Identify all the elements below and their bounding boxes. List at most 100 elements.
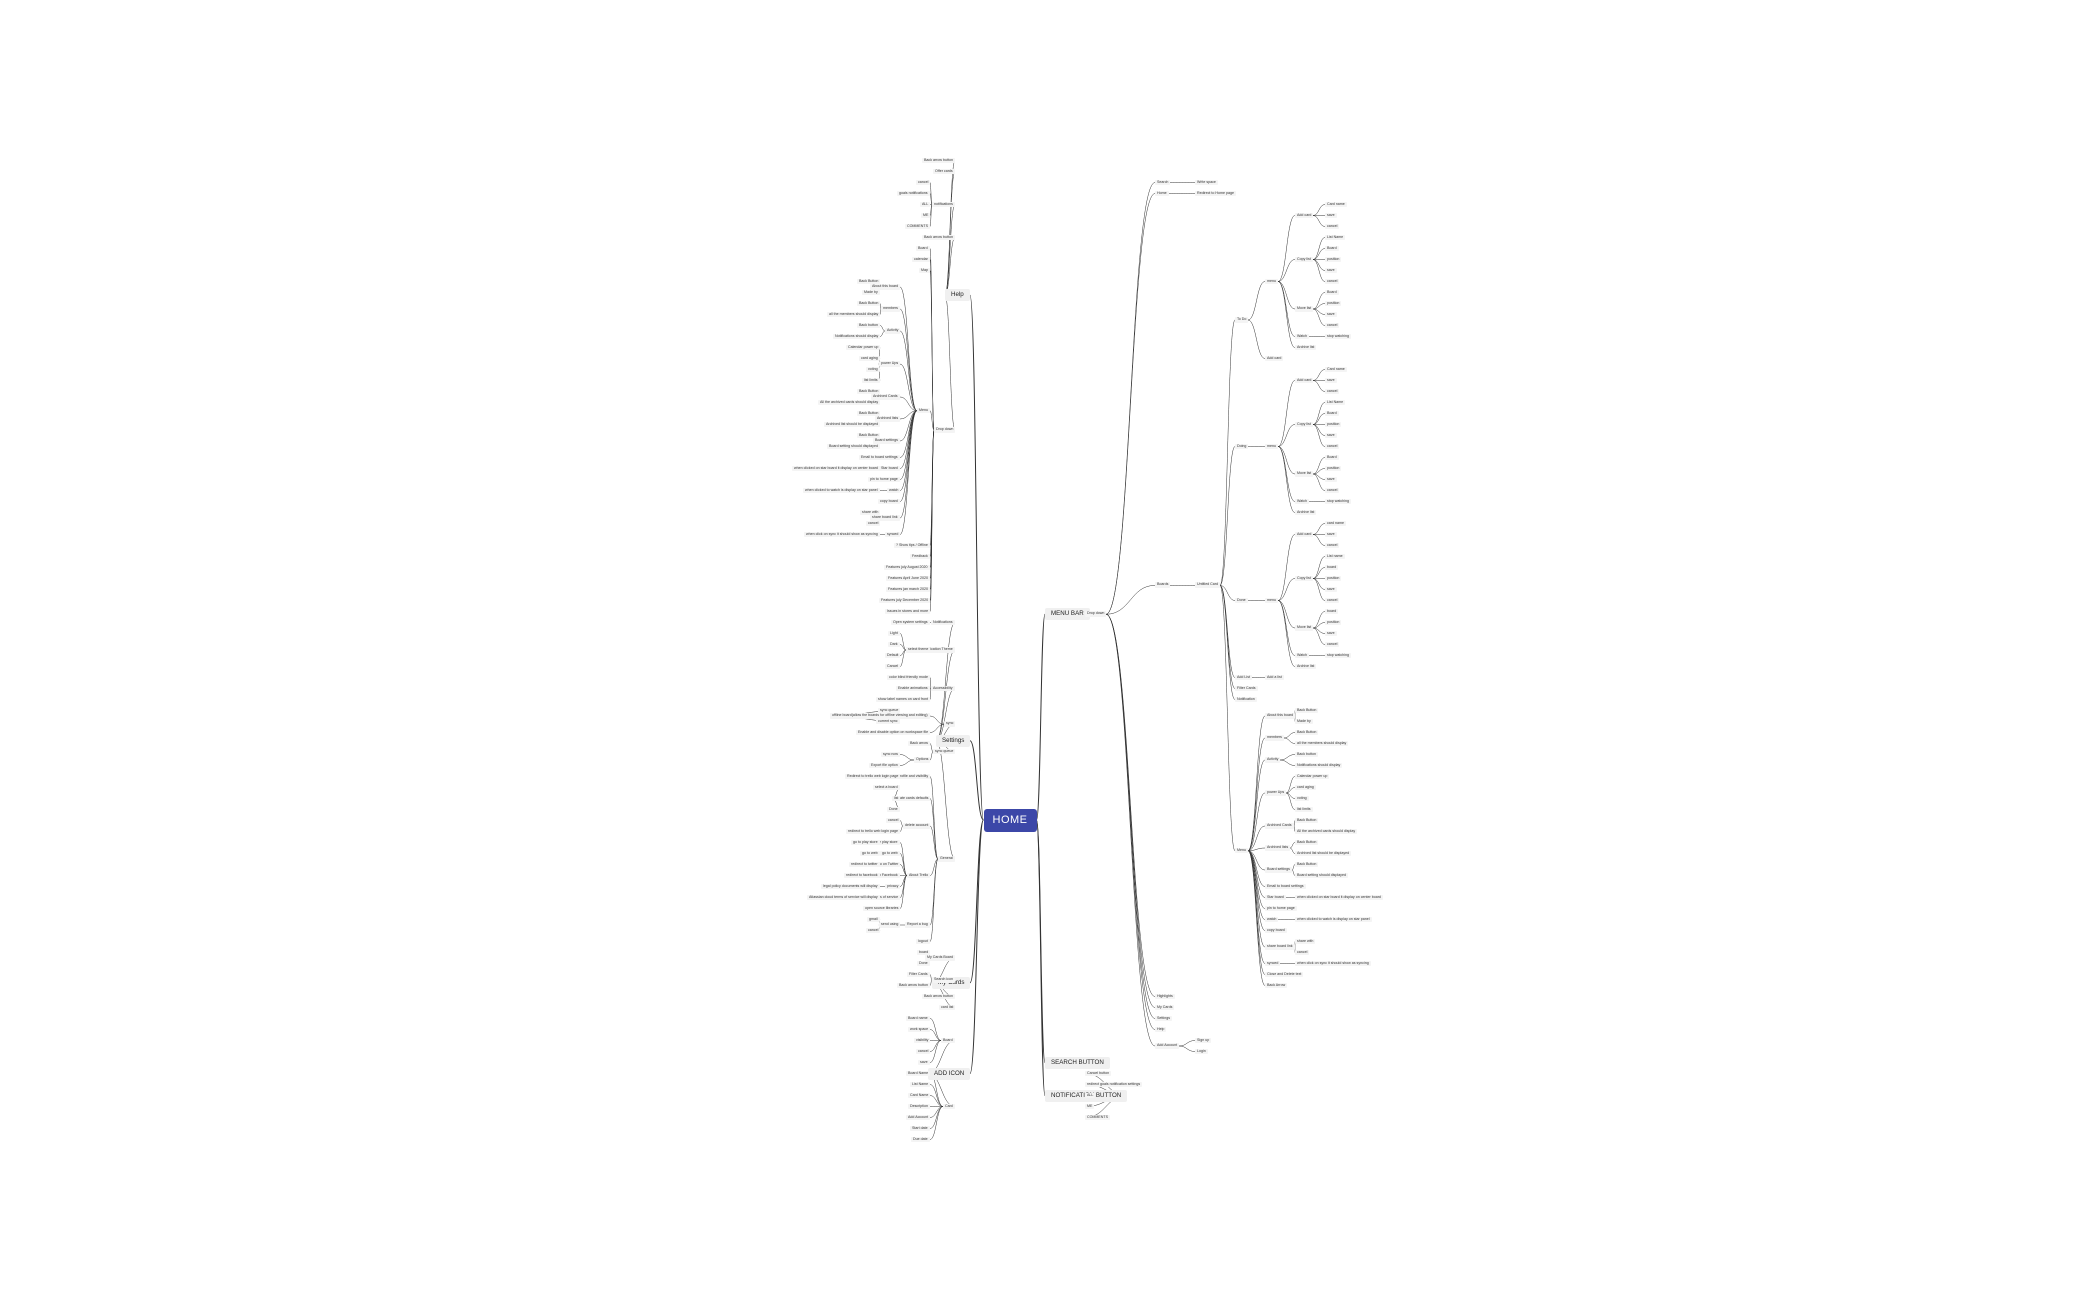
- connector: [1312, 259, 1326, 282]
- node-copy-board: copy board: [878, 498, 900, 505]
- node-back-arrow-button: Back arrow button: [922, 993, 955, 1000]
- connector: [1277, 446, 1296, 502]
- connector: [899, 410, 918, 491]
- node-board: Board: [916, 245, 930, 252]
- connector: [1219, 585, 1236, 601]
- node-redirect-to-facebook: redirect to facebook: [844, 872, 880, 879]
- node-board-settings: Board settings: [873, 438, 900, 444]
- branch-settings: Settings: [936, 734, 971, 747]
- connector: [969, 740, 984, 821]
- node-list-name: List Name: [1325, 399, 1346, 406]
- node-my-cards-board: My Cards Board: [925, 955, 955, 961]
- node-move-list: Move list: [1295, 625, 1314, 631]
- connector: [1312, 622, 1326, 629]
- node-cancel: cancel: [886, 817, 901, 824]
- node-share-board-link: share board link: [870, 515, 900, 521]
- node-share-board-link: share board link: [1265, 944, 1295, 950]
- connector: [1312, 578, 1326, 590]
- node-help: Help: [1155, 1026, 1167, 1033]
- connector: [879, 330, 886, 337]
- node-board: board: [917, 949, 931, 956]
- node-back-arrow-button: Back arrow button: [922, 234, 955, 241]
- node-share-with: share with: [860, 509, 881, 516]
- connector: [929, 1029, 942, 1041]
- connector: [929, 677, 932, 689]
- node-watch: watch: [1265, 916, 1279, 923]
- connector: [929, 858, 939, 942]
- connector: [1312, 627, 1326, 645]
- node-list-name: List Name: [1325, 234, 1346, 241]
- node-add-a-list: Add a list: [1265, 674, 1284, 681]
- node-all-the-members-should-display: all the members should display: [827, 311, 881, 318]
- node-menu: Menu: [1235, 847, 1248, 854]
- node-show-tips-offline: ? Show tips / Offline: [894, 542, 930, 549]
- node-gmail: gmail: [867, 916, 880, 923]
- node-card-list: card list: [939, 1004, 956, 1011]
- node-redirect-to-home-page: Redirect to Home page: [1195, 190, 1236, 197]
- node-board-setting-should-displayed: Board setting should displayed: [1295, 872, 1348, 879]
- node-map: Map: [919, 267, 930, 274]
- node-board: Board: [1325, 289, 1339, 296]
- node-back-button: Back Button: [1295, 817, 1319, 824]
- node-features-july-august-2020: Features july August 2020: [884, 564, 930, 571]
- node-stop-watching: stop watching: [1325, 498, 1351, 505]
- connector: [1312, 248, 1326, 260]
- node-start-date: Start date: [910, 1125, 930, 1132]
- node-board-settings: Board settings: [1265, 867, 1292, 873]
- node-board-name: Board name: [906, 1015, 930, 1022]
- connector: [1312, 369, 1326, 381]
- node-copy-list: Copy list: [1295, 421, 1313, 428]
- connector: [1312, 380, 1326, 392]
- node-doing: Doing: [1235, 443, 1249, 450]
- node-search-icon: Search icon: [932, 977, 955, 983]
- connector: [929, 979, 933, 986]
- node-save: save: [1325, 630, 1337, 637]
- connector: [1312, 413, 1326, 425]
- connector: [899, 410, 918, 535]
- connector: [899, 853, 908, 876]
- connector: [899, 759, 915, 766]
- node-list: list: [892, 795, 901, 802]
- connector: [929, 825, 939, 860]
- node-add-account: Add Account: [1155, 1043, 1180, 1049]
- connector: [1247, 737, 1266, 851]
- node-send-using: send using: [879, 922, 901, 928]
- connector: [899, 644, 907, 651]
- connector: [1277, 600, 1296, 667]
- node-copy-board: copy board: [1265, 927, 1287, 934]
- node-me: ME: [1085, 1103, 1095, 1110]
- connector: [1312, 578, 1326, 601]
- node-boards: Boards: [1155, 582, 1171, 588]
- connector: [1285, 787, 1296, 794]
- node-search: Search: [1155, 179, 1171, 186]
- connector: [1279, 754, 1296, 761]
- node-cancel: cancel: [1325, 322, 1340, 329]
- node-redirect-goals-notification-settings: redirect goals notification settings: [1085, 1081, 1143, 1088]
- node-back-arrow-button: Back arrow button: [897, 982, 930, 989]
- connector: [1312, 259, 1326, 271]
- connector: [899, 286, 918, 411]
- node-save: save: [1325, 212, 1337, 219]
- connector: [1312, 534, 1326, 546]
- node-star-board: Star board: [1265, 894, 1286, 901]
- node-redirect-to-trello-web-login-page: Redirect to trello web login page: [845, 773, 901, 780]
- node-select-a-board: select a board: [873, 784, 900, 791]
- connector: [1279, 759, 1296, 766]
- node-archived-list-should-be-displayed: Archived list should be displayed: [824, 421, 881, 428]
- node-cancel: cancel: [1325, 223, 1340, 230]
- node-card-name: Card name: [1325, 201, 1347, 208]
- node-board: Board: [1325, 245, 1339, 252]
- connector: [1036, 819, 1046, 1096]
- node-report-a-bug: Report a bug: [905, 922, 930, 928]
- connector: [929, 1095, 944, 1107]
- node-cancel: cancel: [1325, 487, 1340, 494]
- connector: [899, 820, 904, 827]
- connector: [1312, 473, 1326, 491]
- node-dark: Dark: [888, 641, 900, 648]
- node-cancel: cancel: [866, 520, 881, 527]
- connector: [899, 396, 918, 411]
- connector: [1277, 281, 1296, 310]
- connector: [899, 825, 904, 832]
- connector: [899, 842, 908, 876]
- node-add-card: Add card: [1295, 531, 1314, 538]
